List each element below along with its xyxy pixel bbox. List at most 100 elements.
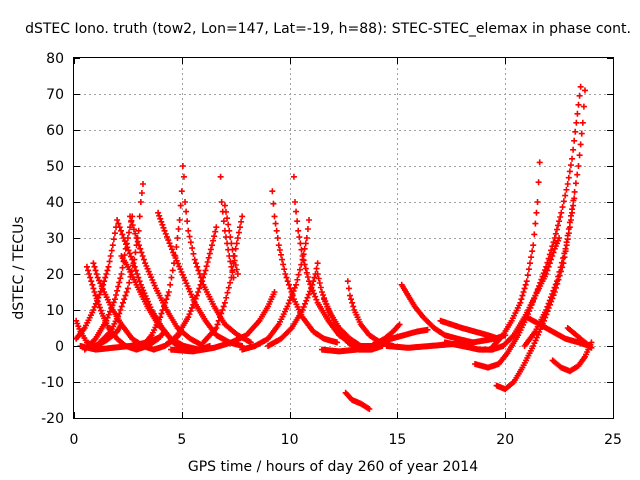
data-point <box>212 228 219 235</box>
data-point <box>179 271 186 278</box>
data-point <box>579 119 586 126</box>
data-point <box>132 267 139 274</box>
data-point <box>517 299 524 306</box>
data-series-pass-21 <box>239 217 313 353</box>
data-point <box>168 274 175 281</box>
data-point <box>548 247 555 254</box>
data-point <box>284 303 291 310</box>
data-point <box>283 274 290 281</box>
data-point <box>213 224 220 231</box>
data-point <box>186 311 193 318</box>
data-point <box>137 245 144 252</box>
data-point <box>111 230 118 237</box>
data-point <box>301 245 308 252</box>
x-tick-label: 0 <box>70 432 79 448</box>
data-point <box>294 218 301 225</box>
data-point <box>547 294 554 301</box>
data-point <box>126 279 133 286</box>
data-point <box>571 137 578 144</box>
data-point <box>271 213 278 220</box>
y-tick-label: 0 <box>55 339 64 355</box>
y-axis-label: dSTEC / TECUs <box>11 216 27 319</box>
data-point <box>100 281 107 288</box>
data-point <box>569 206 576 213</box>
data-point <box>276 247 283 253</box>
data-point <box>174 235 181 241</box>
data-point <box>157 334 164 340</box>
data-point <box>313 296 320 303</box>
data-point <box>200 274 207 281</box>
data-point <box>239 213 246 220</box>
data-point <box>543 307 550 313</box>
data-point <box>226 227 233 234</box>
data-point <box>227 279 234 286</box>
data-point <box>526 260 533 267</box>
data-point <box>185 314 192 321</box>
data-point <box>231 253 238 259</box>
data-point <box>521 285 528 292</box>
data-point <box>121 238 128 245</box>
y-tick-label: 20 <box>46 267 64 283</box>
data-point <box>195 289 202 295</box>
data-point <box>555 273 562 280</box>
data-series-pass-11 <box>139 163 186 349</box>
data-point <box>539 273 546 280</box>
data-point <box>138 190 145 196</box>
data-point <box>218 199 225 205</box>
data-point <box>302 265 309 272</box>
data-point <box>290 173 297 180</box>
data-point <box>91 289 98 295</box>
chart-title: dSTEC Iono. truth (tow2, Lon=147, Lat=-1… <box>25 21 631 37</box>
data-series-pass-32 <box>383 332 509 351</box>
data-point <box>177 202 184 209</box>
data-point <box>180 173 187 180</box>
data-point <box>588 339 595 346</box>
data-point <box>118 271 125 277</box>
data-point <box>563 186 570 193</box>
data-point <box>306 288 313 295</box>
data-series-pass-29 <box>372 326 431 346</box>
data-point <box>168 246 175 253</box>
data-point <box>201 271 208 277</box>
data-point <box>396 321 403 328</box>
data-point <box>198 278 205 285</box>
data-point <box>291 199 298 205</box>
data-point <box>297 240 304 247</box>
data-point <box>183 208 190 215</box>
data-point <box>538 276 545 283</box>
data-point <box>544 303 551 310</box>
data-point <box>300 303 307 310</box>
data-point <box>318 289 325 295</box>
data-point <box>233 240 240 247</box>
data-point <box>107 253 114 259</box>
data-point <box>173 244 180 250</box>
data-point <box>165 237 172 244</box>
y-tick-label: -20 <box>41 411 64 427</box>
data-point <box>509 333 516 340</box>
data-point <box>156 212 163 219</box>
data-point <box>557 214 564 220</box>
data-point <box>570 197 577 204</box>
data-point <box>91 263 98 270</box>
data-point <box>269 188 276 195</box>
data-point <box>125 247 132 254</box>
data-point <box>227 258 234 265</box>
data-point <box>522 281 529 288</box>
data-point <box>184 218 191 225</box>
data-point <box>133 235 140 241</box>
axis-ticks <box>74 58 614 419</box>
data-point <box>546 297 553 304</box>
data-point <box>162 299 169 306</box>
data-point <box>167 243 174 250</box>
data-point <box>299 307 306 313</box>
data-point <box>534 199 541 205</box>
data-point <box>299 256 306 263</box>
data-point <box>103 271 110 277</box>
data-point <box>535 179 542 186</box>
y-tick-labels: -20 -10 0 10 20 30 40 50 60 70 80 <box>41 51 64 427</box>
data-point <box>553 278 560 285</box>
data-point <box>113 292 120 298</box>
data-point <box>229 246 236 253</box>
data-point <box>157 314 164 321</box>
data-point <box>179 163 186 169</box>
